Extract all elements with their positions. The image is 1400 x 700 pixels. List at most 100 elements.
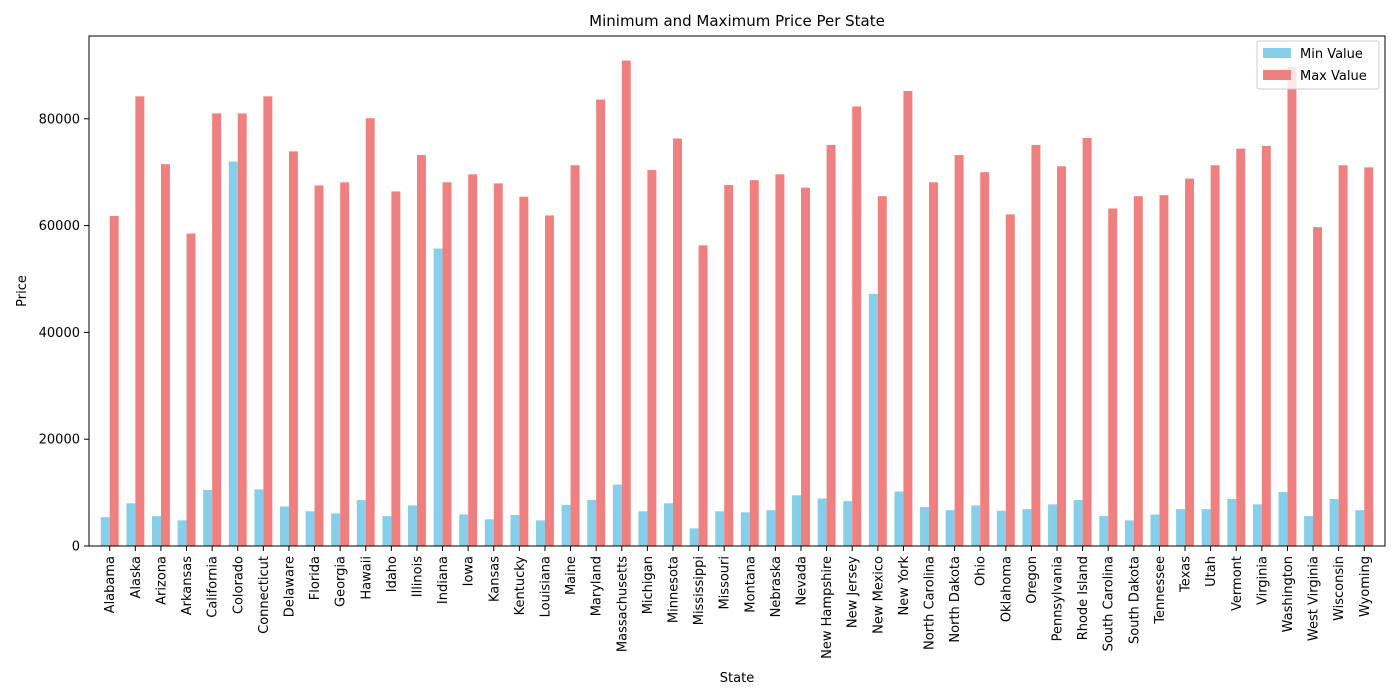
y-tick-label: 60000 — [39, 219, 80, 234]
x-tick-label-oklahoma: Oklahoma — [999, 556, 1014, 622]
bar-max-value-south-carolina — [1108, 208, 1118, 547]
y-tick-label: 80000 — [39, 112, 80, 127]
bar-min-value-hawaii — [356, 500, 366, 546]
x-tick-label-kentucky: Kentucky — [513, 556, 528, 616]
bar-min-value-maine — [561, 504, 571, 546]
bar-max-value-illinois — [416, 155, 426, 546]
bar-max-value-arizona — [160, 164, 170, 547]
x-tick-label-alabama: Alabama — [103, 556, 118, 613]
bar-max-value-kentucky — [519, 196, 529, 547]
max-value-bars — [109, 60, 1374, 547]
legend-swatch-max-value — [1263, 70, 1291, 80]
bar-min-value-kentucky — [510, 515, 520, 546]
bar-min-value-arkansas — [177, 520, 187, 546]
x-tick-label-ohio: Ohio — [974, 556, 989, 586]
bar-min-value-texas — [1176, 509, 1186, 546]
y-axis: 0 20000 40000 60000 80000 — [39, 112, 89, 555]
bar-max-value-oregon — [1031, 144, 1041, 546]
bar-min-value-alaska — [126, 503, 136, 546]
bar-max-value-indiana — [442, 182, 452, 546]
x-tick-label-louisiana: Louisiana — [538, 556, 553, 617]
bar-min-value-rhode-island — [1073, 500, 1083, 546]
bar-max-value-connecticut — [263, 96, 273, 546]
x-tick-label-new-mexico: New Mexico — [871, 556, 886, 634]
bar-max-value-alaska — [135, 96, 145, 546]
chart-title: Minimum and Maximum Price Per State — [589, 12, 885, 30]
bar-min-value-illinois — [408, 505, 417, 546]
bar-max-value-nebraska — [775, 174, 785, 546]
legend-label-max-value: Max Value — [1300, 69, 1367, 84]
legend: Min Value Max Value — [1256, 40, 1380, 90]
min-value-bars — [100, 161, 1365, 547]
plot-frame — [88, 35, 1386, 547]
bar-min-value-west-virginia — [1304, 516, 1314, 546]
bar-min-value-wisconsin — [1329, 499, 1339, 546]
bar-min-value-california — [203, 489, 213, 546]
bar-min-value-connecticut — [254, 489, 264, 546]
x-tick-label-utah: Utah — [1204, 556, 1219, 587]
bar-min-value-north-dakota — [945, 510, 955, 546]
x-tick-label-tennessee: Tennessee — [1153, 556, 1168, 625]
bar-max-value-pennsylvania — [1057, 166, 1066, 547]
bar-min-value-ohio — [971, 505, 981, 546]
x-tick-label-iowa: Iowa — [462, 556, 477, 586]
bar-max-value-new-hampshire — [826, 144, 836, 546]
bar-max-value-arkansas — [186, 233, 196, 546]
bar-max-value-south-dakota — [1133, 196, 1143, 546]
bar-min-value-florida — [305, 511, 315, 546]
bar-max-value-maryland — [596, 99, 606, 547]
x-tick-label-maryland: Maryland — [590, 556, 605, 616]
bar-min-value-louisiana — [536, 520, 545, 546]
bar-max-value-colorado — [237, 113, 247, 547]
x-axis-label: State — [720, 671, 754, 686]
bar-max-value-oklahoma — [1005, 214, 1015, 546]
bar-min-value-nevada — [792, 495, 802, 546]
bar-max-value-ohio — [980, 172, 990, 546]
x-tick-label-north-carolina: North Carolina — [923, 556, 938, 650]
x-tick-label-new-hampshire: New Hampshire — [820, 556, 835, 659]
x-tick-label-rhode-island: Rhode Island — [1076, 556, 1091, 640]
bar-min-value-oregon — [1022, 509, 1032, 546]
bar-max-value-maine — [570, 165, 580, 547]
bar-max-value-wyoming — [1364, 167, 1374, 546]
bar-min-value-north-carolina — [920, 507, 930, 546]
bar-max-value-north-dakota — [954, 155, 964, 546]
bar-min-value-new-york — [894, 491, 904, 546]
x-tick-label-pennsylvania: Pennsylvania — [1051, 556, 1066, 641]
x-axis: Alabama Alaska Arizona Arkansas California Co… — [103, 546, 1373, 659]
bar-min-value-south-dakota — [1124, 520, 1134, 546]
bar-max-value-florida — [314, 185, 324, 546]
bar-max-value-michigan — [647, 170, 657, 547]
bar-min-value-maryland — [587, 500, 597, 546]
x-tick-label-maine: Maine — [564, 556, 579, 595]
y-tick-label: 0 — [72, 540, 80, 555]
bar-max-value-texas — [1185, 178, 1194, 546]
bar-min-value-wyoming — [1355, 510, 1365, 546]
legend-label-min-value: Min Value — [1300, 47, 1363, 62]
bar-max-value-utah — [1210, 165, 1220, 547]
x-tick-label-oregon: Oregon — [1025, 556, 1040, 604]
bar-max-value-louisiana — [544, 215, 554, 546]
bar-max-value-hawaii — [365, 118, 375, 547]
x-tick-label-nevada: Nevada — [795, 556, 810, 606]
bar-max-value-mississippi — [698, 245, 708, 546]
x-tick-label-new-jersey: New Jersey — [846, 556, 861, 628]
bar-min-value-new-hampshire — [817, 498, 827, 546]
x-tick-label-vermont: Vermont — [1230, 556, 1245, 611]
x-tick-label-texas: Texas — [1179, 556, 1194, 593]
x-tick-label-wyoming: Wyoming — [1358, 556, 1373, 617]
y-axis-label: Price — [15, 275, 30, 307]
y-tick-label: 40000 — [39, 326, 80, 341]
bar-min-value-new-mexico — [868, 293, 878, 546]
x-tick-label-alaska: Alaska — [129, 556, 144, 599]
x-tick-label-missouri: Missouri — [718, 556, 733, 610]
bar-min-value-tennessee — [1150, 514, 1160, 546]
x-tick-label-massachusetts: Massachusetts — [615, 556, 630, 652]
x-tick-label-montana: Montana — [743, 556, 758, 613]
bar-min-value-virginia — [1252, 504, 1262, 546]
x-tick-label-mississippi: Mississippi — [692, 556, 707, 625]
plot-area — [88, 35, 1386, 547]
bar-min-value-nebraska — [766, 510, 776, 546]
bar-max-value-missouri — [724, 184, 734, 547]
x-tick-label-wisconsin: Wisconsin — [1332, 556, 1347, 621]
